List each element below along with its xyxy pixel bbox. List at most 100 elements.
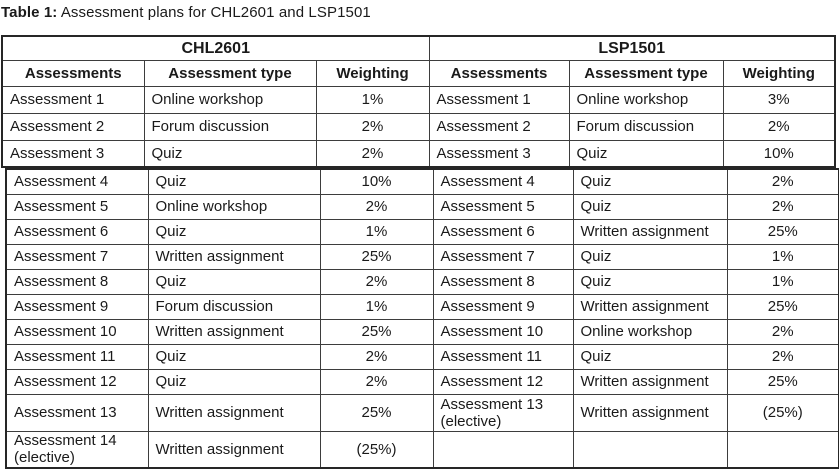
table-row: Assessment 10 Written assignment 25% Assess… <box>5 318 839 345</box>
assessment-name-cell: Assessment 3 <box>428 139 570 168</box>
assessment-type-cell: Quiz <box>572 193 728 220</box>
assessment-type-cell: Forum discussion <box>568 112 724 141</box>
assessment-name-cell: Assessment 9 <box>5 293 149 320</box>
assessment-name-cell: Assessment 13 (elective) <box>432 393 574 432</box>
group-header-row: CHL2601 LSP1501 <box>1 35 836 61</box>
assessment-name-cell: Assessment 8 <box>432 268 574 295</box>
table-caption-text: Assessment plans for CHL2601 and LSP1501 <box>57 4 371 21</box>
assessment-type-cell: Quiz <box>147 218 321 245</box>
assessment-name-cell: Assessment 10 <box>432 318 574 345</box>
assessment-type-cell: Online workshop <box>147 193 321 220</box>
weighting-cell: 2% <box>726 168 839 195</box>
col-header-type-chl: Assessment type <box>143 59 317 87</box>
assessment-type-cell: Written assignment <box>572 368 728 395</box>
weighting-cell: 2% <box>315 139 430 168</box>
assessment-type-cell: Online workshop <box>568 85 724 114</box>
assessment-table-bottom-fragment: Assessment 4 Quiz 10% Assessment 4 Quiz 2% Ass… <box>5 168 839 469</box>
assessment-type-cell: Quiz <box>147 343 321 370</box>
assessment-name-cell: Assessment 2 <box>1 112 145 141</box>
assessment-type-cell: Quiz <box>572 268 728 295</box>
table-row: Assessment 6 Quiz 1% Assessment 6 Written as… <box>5 218 839 245</box>
group-header-lsp1501: LSP1501 <box>428 35 836 61</box>
assessment-type-cell: Written assignment <box>147 243 321 270</box>
table-caption: Table 1: Assessment plans for CHL2601 an… <box>1 4 371 21</box>
weighting-cell: 2% <box>319 193 434 220</box>
assessment-name-cell: Assessment 1 <box>1 85 145 114</box>
assessment-type-cell: Quiz <box>572 168 728 195</box>
assessment-type-cell: Written assignment <box>147 318 321 345</box>
weighting-cell: 3% <box>722 85 836 114</box>
assessment-type-cell: Written assignment <box>572 393 728 432</box>
weighting-cell: 2% <box>319 268 434 295</box>
weighting-cell: 10% <box>319 168 434 195</box>
assessment-name-cell <box>432 430 574 469</box>
col-header-weighting-lsp: Weighting <box>722 59 836 87</box>
weighting-cell: 1% <box>726 268 839 295</box>
table-row: Assessment 7 Written assignment 25% Assessm… <box>5 243 839 270</box>
assessment-type-cell: Forum discussion <box>143 112 317 141</box>
assessment-name-cell: Assessment 7 <box>5 243 149 270</box>
weighting-cell: 2% <box>726 318 839 345</box>
assessment-name-cell: Assessment 11 <box>5 343 149 370</box>
group-header-chl2601: CHL2601 <box>1 35 430 61</box>
table-row: Assessment 1 Online workshop 1% Assessment … <box>1 85 836 114</box>
assessment-type-cell: Online workshop <box>572 318 728 345</box>
weighting-cell <box>726 430 839 469</box>
weighting-cell: 1% <box>726 243 839 270</box>
weighting-cell: 25% <box>726 368 839 395</box>
weighting-cell: 25% <box>726 218 839 245</box>
assessment-name-cell: Assessment 13 <box>5 393 149 432</box>
table-row: Assessment 12 Quiz 2% Assessment 12 Written … <box>5 368 839 395</box>
assessment-name-cell: Assessment 6 <box>5 218 149 245</box>
assessment-type-cell: Forum discussion <box>147 293 321 320</box>
assessment-type-cell: Written assignment <box>572 293 728 320</box>
assessment-name-cell: Assessment 8 <box>5 268 149 295</box>
assessment-type-cell: Quiz <box>147 168 321 195</box>
weighting-cell: 1% <box>315 85 430 114</box>
assessment-name-cell: Assessment 2 <box>428 112 570 141</box>
weighting-cell: 2% <box>315 112 430 141</box>
weighting-cell: 2% <box>319 343 434 370</box>
assessment-type-cell <box>572 430 728 469</box>
weighting-cell: 2% <box>726 343 839 370</box>
assessment-name-cell: Assessment 10 <box>5 318 149 345</box>
weighting-cell: 1% <box>319 293 434 320</box>
assessment-type-cell: Quiz <box>572 343 728 370</box>
weighting-cell: 10% <box>722 139 836 168</box>
weighting-cell: 25% <box>319 393 434 432</box>
table-row: Assessment 8 Quiz 2% Assessment 8 Quiz 1% <box>5 268 839 295</box>
assessment-table-top-fragment: CHL2601 LSP1501 Assessments Assessment t… <box>1 35 837 168</box>
assessment-type-cell: Quiz <box>147 268 321 295</box>
weighting-cell: 25% <box>726 293 839 320</box>
col-header-assessments-chl: Assessments <box>1 59 145 87</box>
assessment-name-cell: Assessment 1 <box>428 85 570 114</box>
weighting-cell: (25%) <box>319 430 434 469</box>
assessment-name-cell: Assessment 4 <box>432 168 574 195</box>
assessment-name-cell: Assessment 6 <box>432 218 574 245</box>
table-row: Assessment 9 Forum discussion 1% Assessment… <box>5 293 839 320</box>
assessment-type-cell: Written assignment <box>572 218 728 245</box>
table-row: Assessment 3 Quiz 2% Assessment 3 Quiz 10% <box>1 139 836 168</box>
table-row: Assessment 11 Quiz 2% Assessment 11 Quiz 2% <box>5 343 839 370</box>
weighting-cell: 1% <box>319 218 434 245</box>
table-row: Assessment 2 Forum discussion 2% Assessment… <box>1 112 836 141</box>
weighting-cell: 2% <box>319 368 434 395</box>
weighting-cell: (25%) <box>726 393 839 432</box>
assessment-name-cell: Assessment 9 <box>432 293 574 320</box>
assessment-name-cell: Assessment 5 <box>432 193 574 220</box>
assessment-type-cell: Online workshop <box>143 85 317 114</box>
assessment-name-cell: Assessment 11 <box>432 343 574 370</box>
table-row: Assessment 4 Quiz 10% Assessment 4 Quiz 2% <box>5 168 839 195</box>
table-row: Assessment 13 Written assignment 25% Assess… <box>5 393 839 432</box>
assessment-name-cell: Assessment 12 <box>5 368 149 395</box>
table-row: Assessment 14 (elective) Written assignme… <box>5 430 839 469</box>
assessment-name-cell: Assessment 7 <box>432 243 574 270</box>
assessment-name-cell: Assessment 3 <box>1 139 145 168</box>
table-row: Assessment 5 Online workshop 2% Assessment … <box>5 193 839 220</box>
assessment-name-cell: Assessment 14 (elective) <box>5 430 149 469</box>
assessment-type-cell: Quiz <box>572 243 728 270</box>
column-header-row: Assessments Assessment type Weighting As… <box>1 59 836 87</box>
assessment-type-cell: Quiz <box>147 368 321 395</box>
assessment-type-cell: Written assignment <box>147 393 321 432</box>
weighting-cell: 25% <box>319 318 434 345</box>
